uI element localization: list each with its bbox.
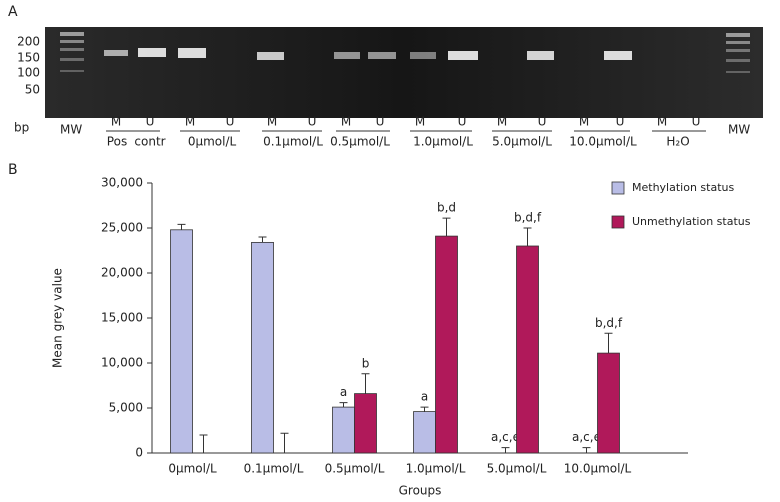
legend-label: Unmethylation status	[632, 215, 751, 228]
gel-bands	[60, 32, 750, 73]
y-tick-label: 30,000	[101, 176, 143, 190]
significance-label: a	[340, 385, 347, 399]
lane-label: M	[415, 115, 425, 129]
panel-label: A	[8, 4, 18, 20]
bar	[597, 352, 620, 454]
x-tick-label: 0.1μmol/L	[244, 462, 304, 476]
x-tick-label: 10.0μmol/L	[564, 462, 632, 476]
bar-chart: B 0 5,000 10,000 15,000 20,000 25,000 30,000 Mea…	[8, 162, 751, 498]
unit-label: bp	[14, 121, 29, 135]
group-label: Pos	[107, 135, 127, 149]
lane-label: M	[497, 115, 507, 129]
error-bar	[258, 236, 267, 243]
y-tick-label: 5,000	[109, 401, 143, 415]
x-tick-label: 5.0μmol/L	[487, 462, 547, 476]
error-bar	[604, 332, 613, 354]
lane-label: U	[458, 115, 467, 129]
lane-label: M	[657, 115, 667, 129]
group-label: H₂O	[666, 135, 689, 149]
bar	[413, 411, 436, 454]
lane-label: M	[341, 115, 351, 129]
significance-label: b,d	[437, 201, 456, 215]
error-bar	[361, 373, 370, 394]
mw-label: MW	[728, 123, 750, 137]
legend-swatch	[611, 215, 625, 229]
error-bar	[582, 447, 591, 453]
bar	[251, 241, 274, 454]
lane-label: M	[111, 115, 121, 129]
significance-label: b,d,f	[595, 316, 623, 330]
legend-swatch	[611, 181, 625, 195]
error-bar	[177, 223, 186, 230]
lane-label: M	[267, 115, 277, 129]
gel-image	[45, 27, 763, 118]
significance-label: a	[421, 390, 428, 404]
bar	[435, 235, 458, 454]
lane-label: U	[146, 115, 155, 129]
bar	[332, 406, 355, 454]
group-label: contr	[134, 135, 165, 149]
y-axis-title: Mean grey value	[51, 268, 65, 368]
bar	[516, 245, 539, 454]
size-label: 150	[17, 51, 40, 65]
lane-label: M	[579, 115, 589, 129]
size-label: 100	[17, 66, 40, 80]
legend-label: Methylation status	[632, 181, 734, 194]
bar	[170, 229, 193, 454]
lane-label: U	[616, 115, 625, 129]
group-label: 10.0μmol/L	[569, 135, 637, 149]
group-label: 1.0μmol/L	[413, 135, 473, 149]
error-bar	[199, 434, 208, 453]
x-tick-label: 0μmol/L	[168, 462, 217, 476]
error-bar	[442, 217, 451, 237]
lane-label: M	[185, 115, 195, 129]
lane-label: U	[538, 115, 547, 129]
lane-label: U	[376, 115, 385, 129]
lane-label: U	[308, 115, 317, 129]
y-tick-label: 15,000	[101, 311, 143, 325]
x-tick-label: 0.5μmol/L	[325, 462, 385, 476]
lane-label: U	[692, 115, 701, 129]
y-tick-label: 25,000	[101, 221, 143, 235]
size-label: 200	[17, 35, 40, 49]
x-tick-label: 1.0μmol/L	[406, 462, 466, 476]
error-bar	[501, 447, 510, 453]
y-tick-label: 20,000	[101, 266, 143, 280]
significance-label: b	[362, 356, 370, 370]
y-tick-label: 10,000	[101, 356, 143, 370]
lane-label: U	[226, 115, 235, 129]
significance-label: b,d,f	[514, 211, 542, 225]
error-bar	[339, 402, 348, 408]
panel-label: B	[8, 162, 18, 178]
significance-label: a,c,e	[572, 430, 601, 444]
y-tick-label: 0	[135, 446, 143, 460]
x-axis-title: Groups	[399, 484, 442, 498]
error-bar	[420, 406, 429, 412]
group-label: 0.5μmol/L	[330, 135, 390, 149]
mw-label: MW	[60, 123, 82, 137]
significance-label: a,c,e	[491, 430, 520, 444]
error-bar	[280, 432, 289, 453]
bar	[354, 393, 377, 454]
group-label: 0.1μmol/L	[263, 135, 323, 149]
group-label: 5.0μmol/L	[492, 135, 552, 149]
group-label: 0μmol/L	[188, 135, 237, 149]
size-label: 50	[25, 83, 40, 97]
error-bar	[523, 227, 532, 246]
